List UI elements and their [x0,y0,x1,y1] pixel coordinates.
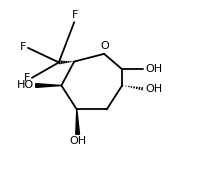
Polygon shape [36,84,61,87]
Text: HO: HO [17,81,34,90]
Text: F: F [72,10,78,20]
Text: O: O [101,41,109,51]
Polygon shape [76,109,80,134]
Text: F: F [20,42,26,52]
Text: F: F [24,73,30,83]
Text: OH: OH [145,64,162,74]
Text: OH: OH [145,84,162,94]
Text: OH: OH [69,136,86,146]
